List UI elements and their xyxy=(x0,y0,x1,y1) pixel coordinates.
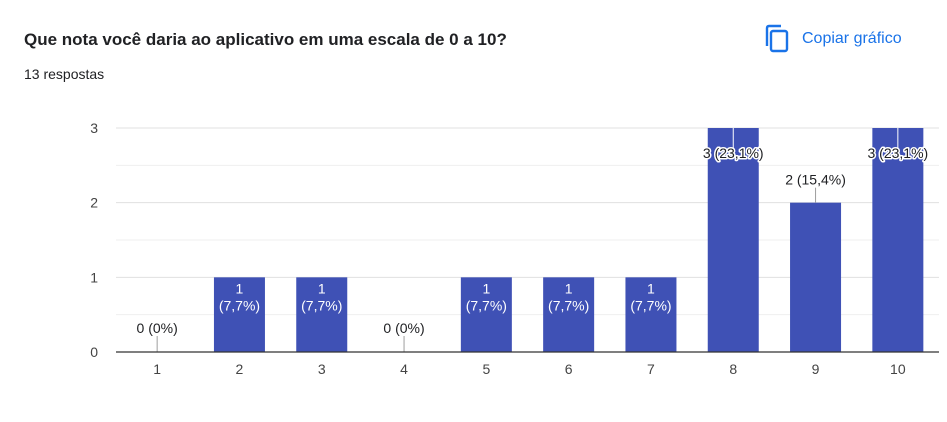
x-tick-label: 5 xyxy=(482,361,490,377)
data-label: (7,7%) xyxy=(630,297,671,313)
x-tick-label: 4 xyxy=(400,361,408,377)
data-label: (7,7%) xyxy=(466,297,507,313)
data-label: 1 xyxy=(565,280,573,296)
bar xyxy=(543,277,595,352)
data-label: (7,7%) xyxy=(548,297,589,313)
bar xyxy=(790,202,842,352)
question-title: Que nota você daria ao aplicativo em uma… xyxy=(24,30,507,49)
data-label: 0 (0%) xyxy=(137,320,178,336)
copy-chart-label: Copiar gráfico xyxy=(802,30,902,47)
data-label: 2 (15,4%) xyxy=(785,172,846,188)
data-label: 3 (23,1%) xyxy=(703,145,764,161)
data-label: 3 (23,1%) xyxy=(867,145,928,161)
response-count: 13 respostas xyxy=(24,66,105,82)
y-tick-label: 0 xyxy=(90,344,98,360)
y-tick-label: 2 xyxy=(90,195,98,211)
bar xyxy=(213,277,265,352)
bar xyxy=(707,128,759,352)
data-label: (7,7%) xyxy=(219,297,260,313)
x-tick-label: 1 xyxy=(153,361,161,377)
y-tick-label: 1 xyxy=(90,269,98,285)
x-tick-label: 6 xyxy=(565,361,573,377)
data-label: 1 xyxy=(482,280,490,296)
copy-icon xyxy=(764,24,790,54)
x-tick-label: 3 xyxy=(318,361,326,377)
x-tick-label: 8 xyxy=(729,361,737,377)
x-tick-label: 9 xyxy=(812,361,820,377)
bar xyxy=(460,277,512,352)
data-label: 1 xyxy=(236,280,244,296)
x-tick-label: 7 xyxy=(647,361,655,377)
x-tick-label: 10 xyxy=(890,361,906,377)
bar xyxy=(625,277,677,352)
y-tick-label: 3 xyxy=(90,120,98,136)
data-label: (7,7%) xyxy=(301,297,342,313)
bar xyxy=(296,277,348,352)
bar xyxy=(872,128,924,352)
data-label: 0 (0%) xyxy=(383,320,424,336)
data-label: 1 xyxy=(318,280,326,296)
copy-chart-button[interactable]: Copiar gráfico xyxy=(758,22,908,56)
x-tick-label: 2 xyxy=(236,361,244,377)
data-label: 1 xyxy=(647,280,655,296)
